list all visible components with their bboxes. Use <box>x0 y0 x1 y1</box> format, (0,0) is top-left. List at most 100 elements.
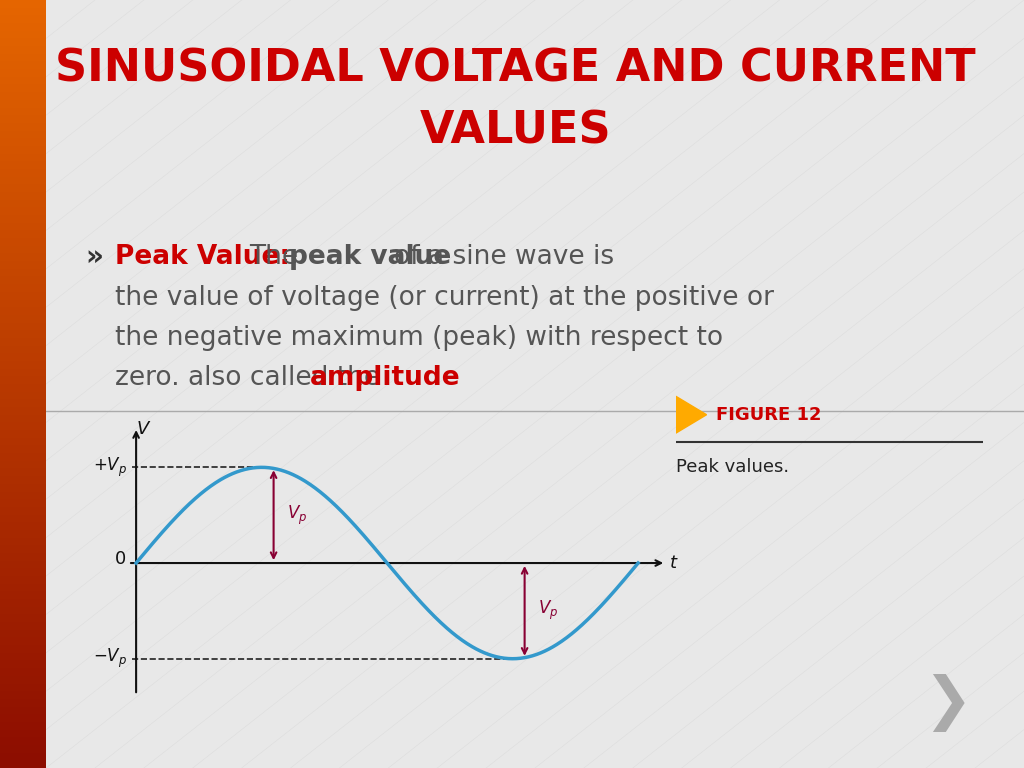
Bar <box>0 515 46 522</box>
Bar <box>0 300 46 307</box>
Bar <box>0 38 46 46</box>
Bar <box>0 676 46 684</box>
Text: $V$: $V$ <box>136 420 152 438</box>
Text: ❯: ❯ <box>923 674 972 732</box>
Bar <box>0 154 46 161</box>
Bar <box>0 699 46 707</box>
Bar <box>0 330 46 338</box>
Bar <box>0 407 46 415</box>
Bar <box>0 54 46 61</box>
Bar <box>0 192 46 200</box>
Bar <box>0 369 46 376</box>
Bar <box>0 722 46 730</box>
Bar <box>0 691 46 699</box>
Bar <box>0 0 46 8</box>
Text: peak value: peak value <box>289 244 451 270</box>
Bar <box>0 553 46 561</box>
Bar <box>0 77 46 84</box>
Bar <box>0 177 46 184</box>
Text: Peak values.: Peak values. <box>676 458 788 476</box>
Text: zero. also called the: zero. also called the <box>115 365 388 391</box>
Bar <box>0 484 46 492</box>
Bar <box>0 215 46 223</box>
Bar <box>0 115 46 123</box>
Bar <box>0 714 46 722</box>
Bar <box>0 684 46 691</box>
Bar <box>0 69 46 77</box>
Text: Peak Value:: Peak Value: <box>115 244 290 270</box>
Bar <box>0 453 46 461</box>
Bar <box>0 476 46 484</box>
Bar <box>0 753 46 760</box>
Bar <box>0 568 46 576</box>
Text: »: » <box>85 243 103 271</box>
Bar <box>0 315 46 323</box>
Bar <box>0 353 46 361</box>
Bar <box>0 445 46 453</box>
Text: $V_p$: $V_p$ <box>539 599 559 623</box>
Bar <box>0 614 46 622</box>
Bar <box>0 630 46 637</box>
Bar <box>0 507 46 515</box>
Bar <box>0 430 46 438</box>
Bar <box>0 361 46 369</box>
Bar <box>0 207 46 215</box>
Bar <box>0 607 46 614</box>
Bar <box>0 276 46 284</box>
Bar <box>0 468 46 476</box>
Bar <box>0 31 46 38</box>
Bar <box>0 131 46 138</box>
Bar <box>0 46 46 54</box>
Bar <box>0 499 46 507</box>
Bar <box>0 169 46 177</box>
Bar <box>0 737 46 745</box>
Bar <box>0 307 46 315</box>
Text: VALUES: VALUES <box>420 109 611 152</box>
Bar <box>0 15 46 23</box>
Bar <box>0 392 46 399</box>
Bar <box>0 461 46 468</box>
Bar <box>0 622 46 630</box>
Bar <box>0 584 46 591</box>
Bar <box>0 730 46 737</box>
Bar <box>0 415 46 422</box>
Bar <box>0 660 46 668</box>
Bar <box>0 292 46 300</box>
Bar <box>0 576 46 584</box>
Bar <box>0 538 46 545</box>
Bar <box>0 253 46 261</box>
Bar <box>0 261 46 269</box>
Text: the negative maximum (peak) with respect to: the negative maximum (peak) with respect… <box>115 325 723 351</box>
Bar <box>0 146 46 154</box>
Bar <box>0 8 46 15</box>
Bar <box>0 184 46 192</box>
Bar <box>0 591 46 599</box>
Bar <box>0 269 46 276</box>
Bar <box>0 138 46 146</box>
Bar <box>0 561 46 568</box>
Bar <box>0 23 46 31</box>
Text: SINUSOIDAL VOLTAGE AND CURRENT: SINUSOIDAL VOLTAGE AND CURRENT <box>55 48 976 91</box>
Bar <box>0 284 46 292</box>
Bar <box>0 161 46 169</box>
Bar <box>0 246 46 253</box>
Bar <box>0 760 46 768</box>
Bar <box>0 645 46 653</box>
Bar <box>0 230 46 238</box>
Text: of a sine wave is: of a sine wave is <box>394 244 614 270</box>
Polygon shape <box>676 396 707 433</box>
Bar <box>0 323 46 330</box>
Bar <box>0 384 46 392</box>
Bar <box>0 346 46 353</box>
Bar <box>0 745 46 753</box>
Text: $V_p$: $V_p$ <box>288 504 307 527</box>
Bar <box>0 707 46 714</box>
Bar <box>0 399 46 407</box>
Bar <box>0 530 46 538</box>
Bar <box>0 108 46 115</box>
Bar <box>0 84 46 92</box>
Bar <box>0 61 46 69</box>
Text: $+V_p$: $+V_p$ <box>93 455 128 479</box>
Text: amplitude: amplitude <box>310 365 461 391</box>
Bar <box>0 668 46 676</box>
